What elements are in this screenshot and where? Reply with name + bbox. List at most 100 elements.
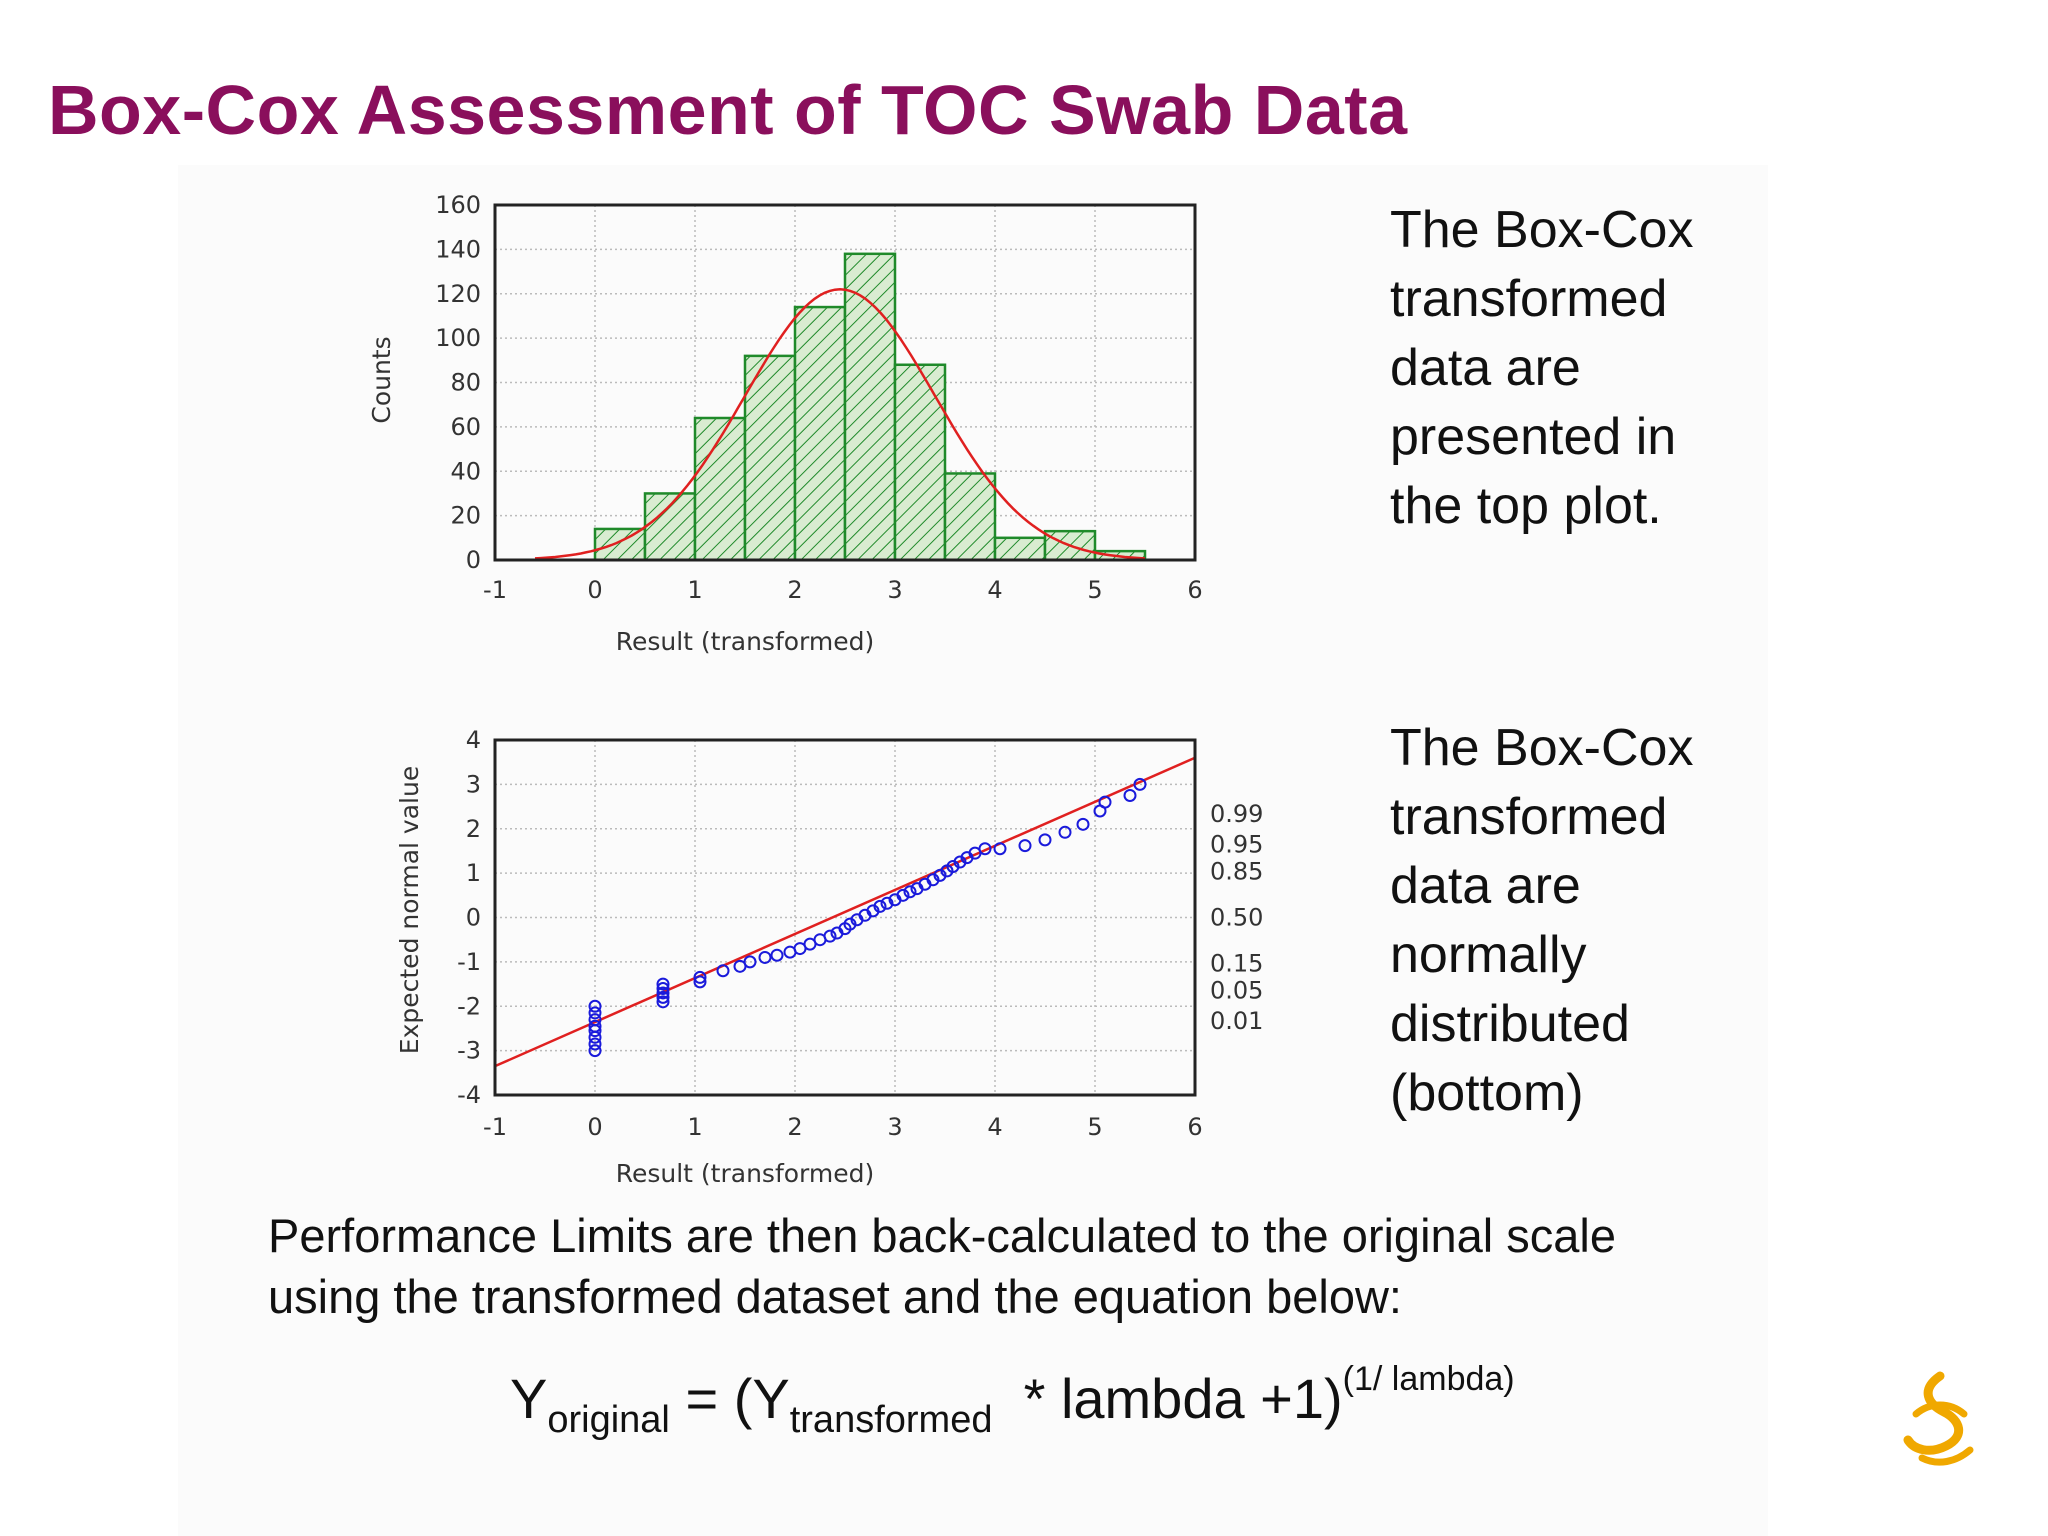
probability-point bbox=[880, 896, 894, 910]
histogram-bar bbox=[743, 354, 797, 562]
histogram-x-tick-label: 4 bbox=[987, 576, 1002, 604]
probability-point bbox=[656, 990, 670, 1004]
probability-y-tick-label: 2 bbox=[466, 815, 481, 843]
probability-y-tick-label: -1 bbox=[457, 948, 481, 976]
figure-panel bbox=[178, 165, 1768, 1536]
probability-point bbox=[1058, 825, 1072, 839]
probability-point bbox=[873, 899, 887, 913]
histogram-x-tick-label: 0 bbox=[587, 576, 602, 604]
eq-rest: * lambda +1) bbox=[992, 1367, 1343, 1430]
histogram-y-tick-label: 60 bbox=[450, 413, 481, 441]
eq-exponent: (1/ lambda) bbox=[1342, 1360, 1515, 1398]
histogram-bar bbox=[943, 472, 997, 562]
normal-fit-line bbox=[494, 756, 1196, 1068]
probability-x-tick-label: 5 bbox=[1087, 1113, 1102, 1141]
probability-y-tick-label: 4 bbox=[466, 726, 481, 754]
probability-point bbox=[656, 986, 670, 1000]
top-description-line: data are bbox=[1390, 339, 1581, 397]
probability-point bbox=[1018, 839, 1032, 853]
histogram-y-tick-label: 20 bbox=[450, 502, 481, 530]
bottom-description-line: The Box-Cox bbox=[1390, 719, 1694, 777]
probability-plot-frame bbox=[493, 738, 1197, 1097]
eq-y: Y bbox=[510, 1367, 548, 1430]
normal-fit-curve bbox=[534, 288, 1146, 560]
probability-right-tick-label: 0.50 bbox=[1210, 904, 1263, 932]
bottom-description-line: normally bbox=[1390, 926, 1587, 984]
probability-point bbox=[993, 842, 1007, 856]
probability-point bbox=[1133, 777, 1147, 791]
bottom-description-line: data are bbox=[1390, 857, 1581, 915]
histogram-y-axis-label: Counts bbox=[367, 336, 396, 423]
top-description-line: presented in bbox=[1390, 408, 1677, 466]
probability-point bbox=[743, 955, 757, 969]
histogram-y-tick-label: 120 bbox=[435, 280, 481, 308]
performance-line: Performance Limits are then back-calcula… bbox=[268, 1209, 1617, 1262]
probability-x-tick-label: 3 bbox=[887, 1113, 902, 1141]
eq-sub-original: original bbox=[547, 1399, 670, 1441]
probability-point bbox=[588, 1044, 602, 1058]
eq-equals: = (Y bbox=[669, 1367, 790, 1430]
histogram-y-tick-label: 0 bbox=[466, 546, 481, 574]
bottom-description-line: transformed bbox=[1390, 788, 1668, 846]
probability-point bbox=[903, 885, 917, 899]
probability-right-tick-label: 0.01 bbox=[1210, 1007, 1263, 1035]
top-plot-description: The Box-Cox transformed data are presented … bbox=[1390, 196, 1790, 541]
slide-title: Box-Cox Assessment of TOC Swab Data bbox=[48, 71, 1408, 149]
histogram-x-tick-label: 6 bbox=[1187, 576, 1202, 604]
histogram-bar bbox=[893, 363, 947, 562]
normal-probability-chart: -4 -3 -2 -1 0 1 2 3 4 -1 0 1 2 3 4 5 6 0.99 0.950.85 0.50… bbox=[395, 726, 1263, 1188]
probability-y-axis-label: Expected normal value bbox=[395, 766, 424, 1054]
histogram-y-tick-label: 100 bbox=[435, 324, 481, 352]
histogram-bar bbox=[643, 492, 697, 562]
probability-point bbox=[1076, 817, 1090, 831]
probability-y-tick-label: -3 bbox=[457, 1037, 481, 1065]
histogram-bar bbox=[793, 305, 847, 562]
probability-right-tick-label: 0.15 bbox=[1210, 950, 1263, 978]
histogram-bar bbox=[843, 252, 897, 562]
bottom-description-line: distributed bbox=[1390, 995, 1630, 1053]
probability-point bbox=[588, 1006, 602, 1020]
probability-point bbox=[770, 948, 784, 962]
probability-right-tick-label: 0.05 bbox=[1210, 976, 1263, 1004]
probability-point bbox=[896, 888, 910, 902]
probability-point bbox=[758, 950, 772, 964]
histogram-bar bbox=[993, 536, 1047, 562]
histogram-x-tick-label: 1 bbox=[687, 576, 702, 604]
top-description-line: transformed bbox=[1390, 270, 1668, 328]
histogram-bar bbox=[693, 416, 747, 562]
probability-point bbox=[656, 977, 670, 991]
probability-point bbox=[1098, 795, 1112, 809]
histogram-bar bbox=[593, 527, 647, 562]
probability-point bbox=[693, 970, 707, 984]
probability-x-tick-label: 4 bbox=[987, 1113, 1002, 1141]
probability-x-tick-label: 0 bbox=[587, 1113, 602, 1141]
histogram-x-tick-label: 5 bbox=[1087, 576, 1102, 604]
probability-y-tick-label: -4 bbox=[457, 1081, 481, 1109]
top-description-line: the top plot. bbox=[1390, 477, 1662, 535]
probability-point bbox=[656, 995, 670, 1009]
probability-point bbox=[978, 842, 992, 856]
bottom-plot-description: The Box-Cox transformed data are normally di… bbox=[1390, 714, 1790, 1128]
probability-point bbox=[656, 982, 670, 995]
probability-point bbox=[588, 1030, 602, 1044]
probability-x-tick-label: 6 bbox=[1187, 1113, 1202, 1141]
probability-point bbox=[588, 999, 602, 1013]
probability-point bbox=[693, 975, 707, 989]
histogram-y-tick-label: 80 bbox=[450, 369, 481, 397]
histogram-y-tick-label: 140 bbox=[435, 235, 481, 263]
probability-x-tick-label: 1 bbox=[687, 1113, 702, 1141]
probability-point bbox=[823, 929, 837, 943]
probability-y-tick-label: 1 bbox=[466, 859, 481, 887]
histogram-x-tick-label: 2 bbox=[787, 576, 802, 604]
probability-right-tick-label: 0.95 bbox=[1210, 831, 1263, 859]
bottom-description-line: (bottom) bbox=[1390, 1064, 1584, 1122]
probability-x-tick-label: 2 bbox=[787, 1113, 802, 1141]
histogram-y-tick-label: 40 bbox=[450, 457, 481, 485]
probability-right-tick-label: 0.85 bbox=[1210, 857, 1263, 885]
histogram-x-tick-label: -1 bbox=[483, 576, 507, 604]
histogram-x-tick-label: 3 bbox=[887, 576, 902, 604]
back-transform-equation: Yoriginal = (Ytransformed * lambda +1)(1… bbox=[510, 1360, 1515, 1442]
probability-x-tick-label: -1 bbox=[483, 1113, 507, 1141]
probability-right-tick-label: 0.99 bbox=[1210, 800, 1263, 828]
